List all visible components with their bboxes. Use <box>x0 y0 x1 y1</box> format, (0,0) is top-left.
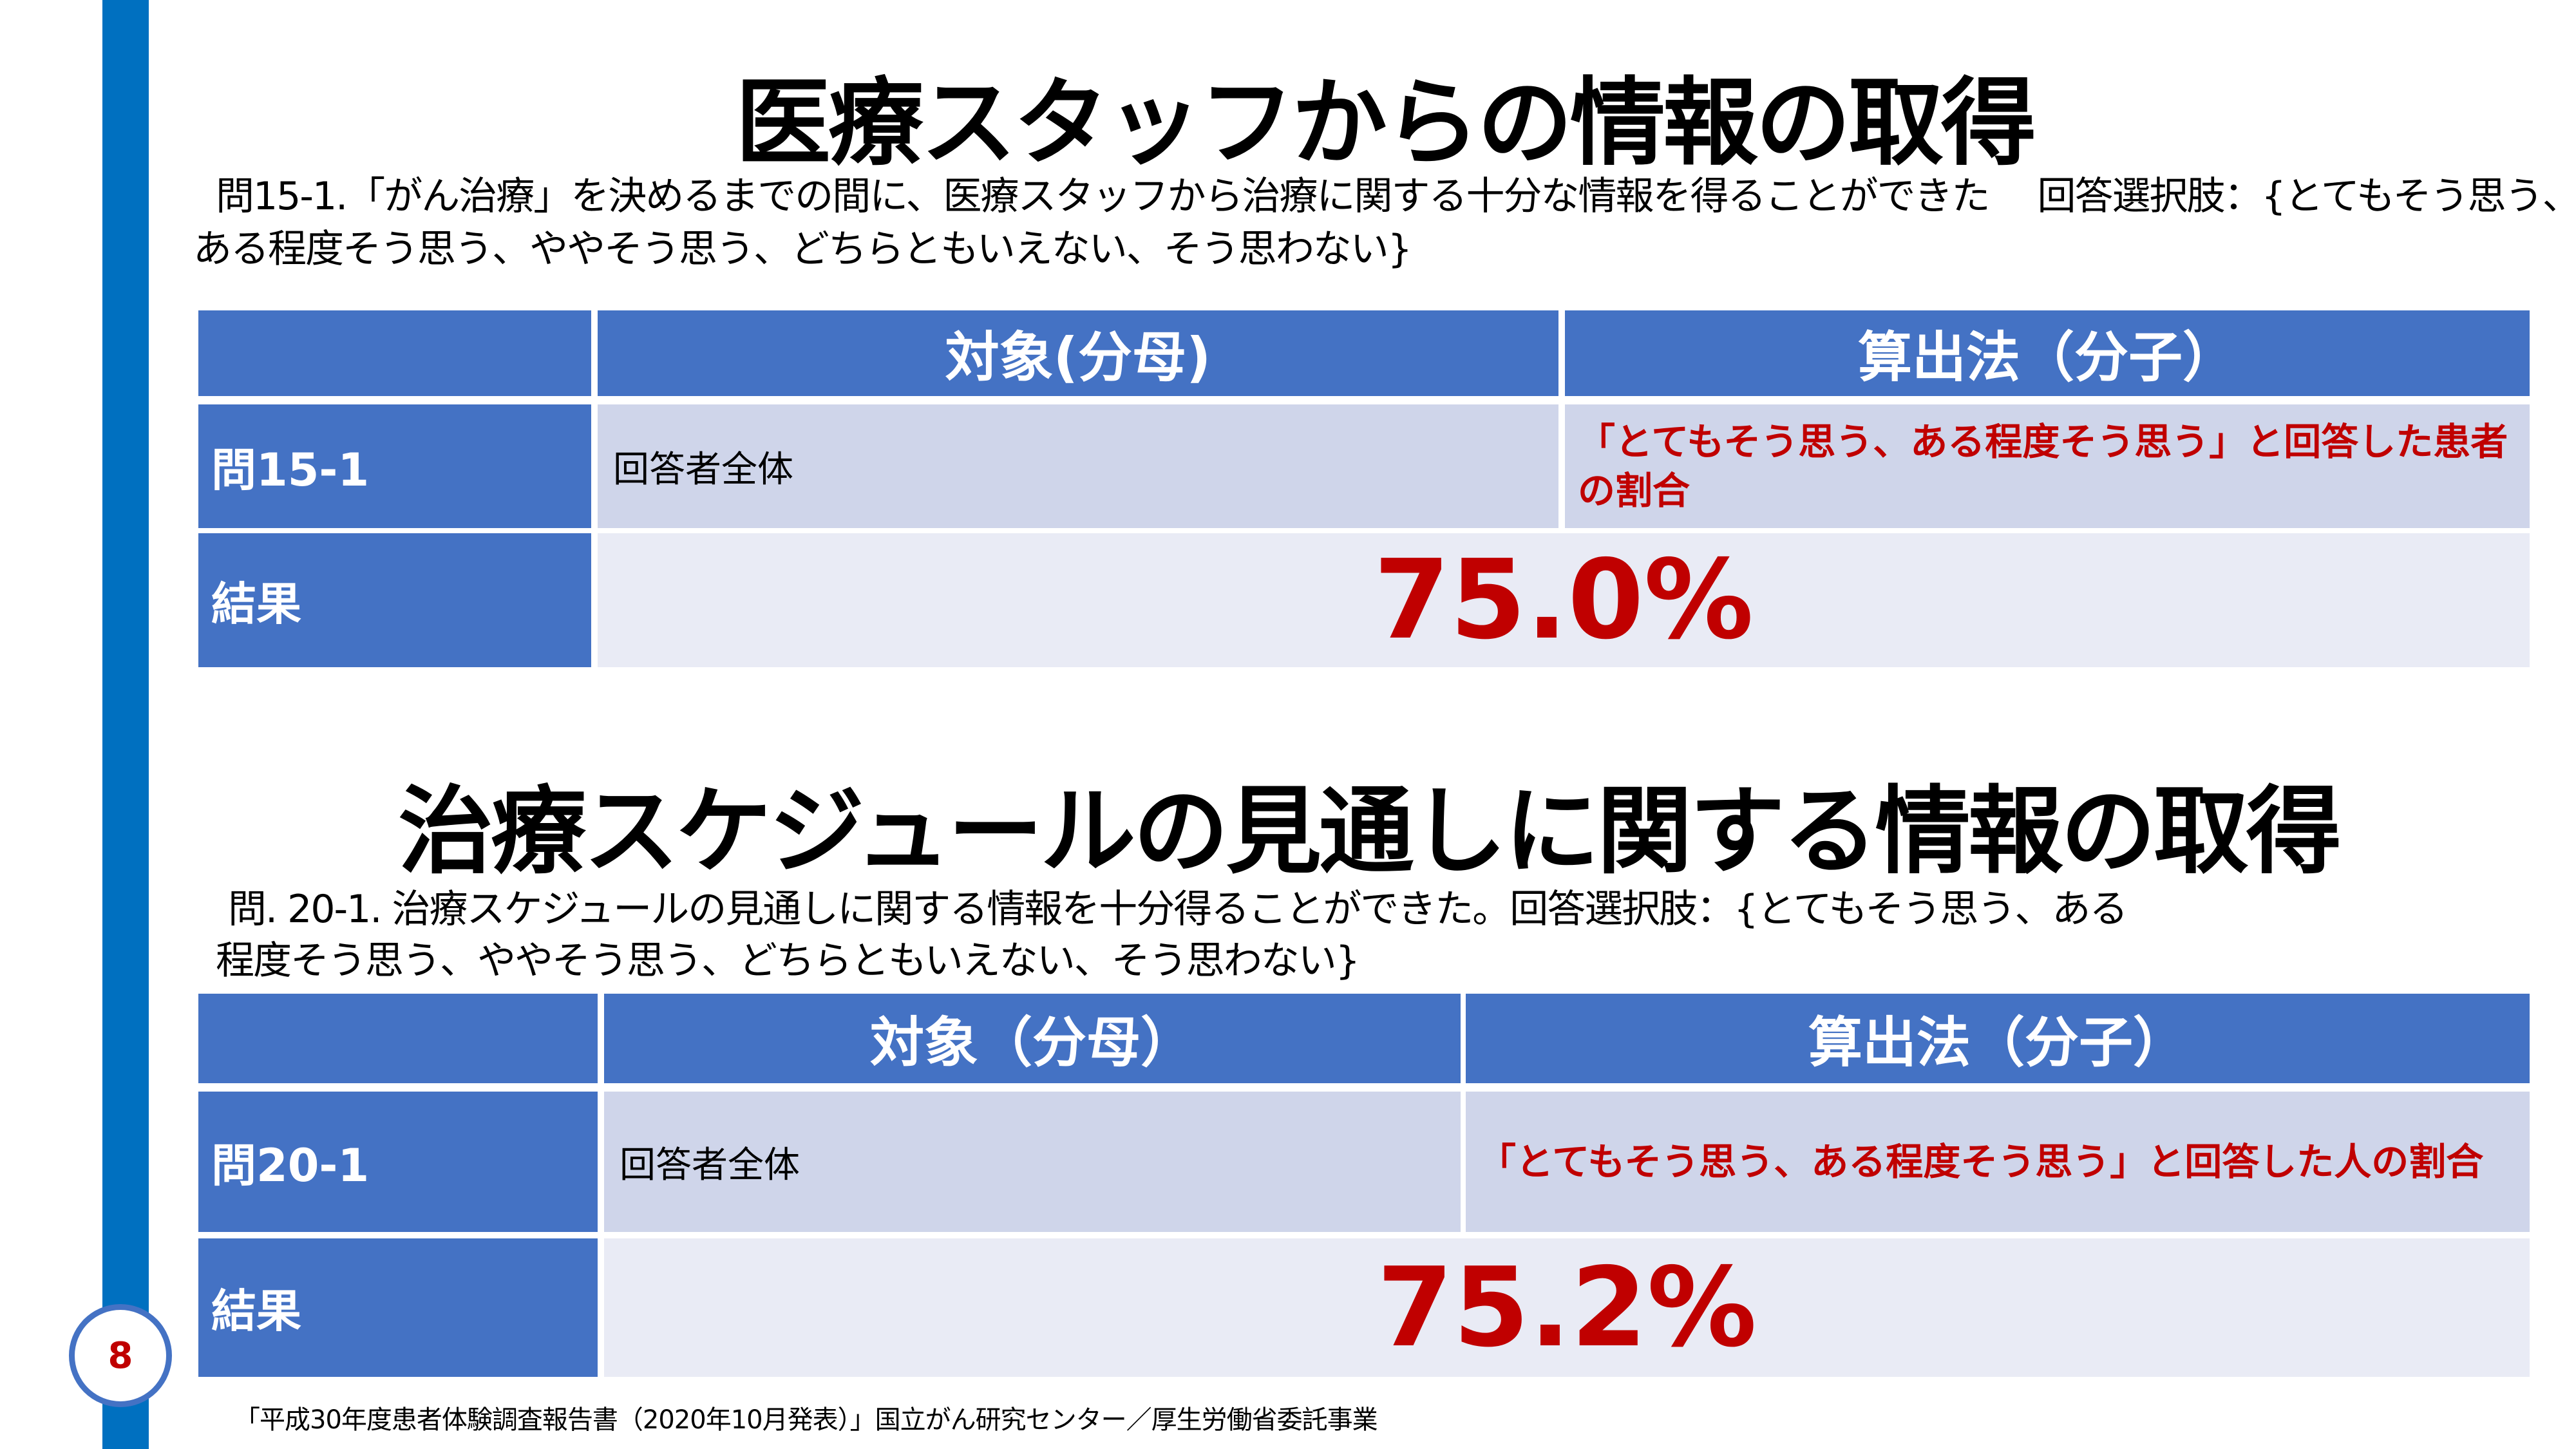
page-number-badge: 8 <box>69 1304 172 1407</box>
denominator-value: 回答者全体 <box>598 404 1558 528</box>
section1-question-line2: ある程度そう思う、ややそう思う、どちらともいえない、そう思わない} <box>193 227 1412 272</box>
header-numerator: 算出法（分子） <box>1565 310 2530 396</box>
section2-title: 治療スケジュールの見通しに関する情報の取得 <box>398 776 2342 887</box>
section1-title: 医療スタッフからの情報の取得 <box>735 68 2036 178</box>
row-label: 問20-1 <box>198 1092 598 1232</box>
numerator-value: 「とてもそう思う、ある程度そう思う」と回答した人の割合 <box>1466 1092 2530 1232</box>
result-label: 結果 <box>198 1238 598 1377</box>
table-header-blank <box>198 310 591 396</box>
result-value: 75.2% <box>604 1238 2530 1377</box>
header-denominator: 対象(分母) <box>598 310 1558 396</box>
header-denominator: 対象（分母） <box>604 994 1461 1083</box>
section2-question-line2: 程度そう思う、ややそう思う、どちらともいえない、そう思わない} <box>216 938 1360 983</box>
row-label: 問15-1 <box>198 404 591 528</box>
result-value: 75.0% <box>598 533 2530 667</box>
numerator-value: 「とてもそう思う、ある程度そう思う」と回答した患者の割合 <box>1565 404 2530 528</box>
section2-question-line1: 問. 20-1. 治療スケジュールの見通しに関する情報を十分得ることができた。回… <box>228 887 2128 932</box>
section1-question-line1: 問15-1.「がん治療」を決めるまでの間に、医療スタッフから治療に関する十分な情… <box>216 174 2576 219</box>
sidebar-bar <box>102 0 149 1449</box>
source-footnote: 「平成30年度患者体験調査報告書（2020年10月発表）」国立がん研究センター／… <box>234 1405 1378 1435</box>
header-numerator: 算出法（分子） <box>1466 994 2530 1083</box>
result-label: 結果 <box>198 533 591 667</box>
denominator-value: 回答者全体 <box>604 1092 1461 1232</box>
table-header-blank <box>198 994 598 1083</box>
